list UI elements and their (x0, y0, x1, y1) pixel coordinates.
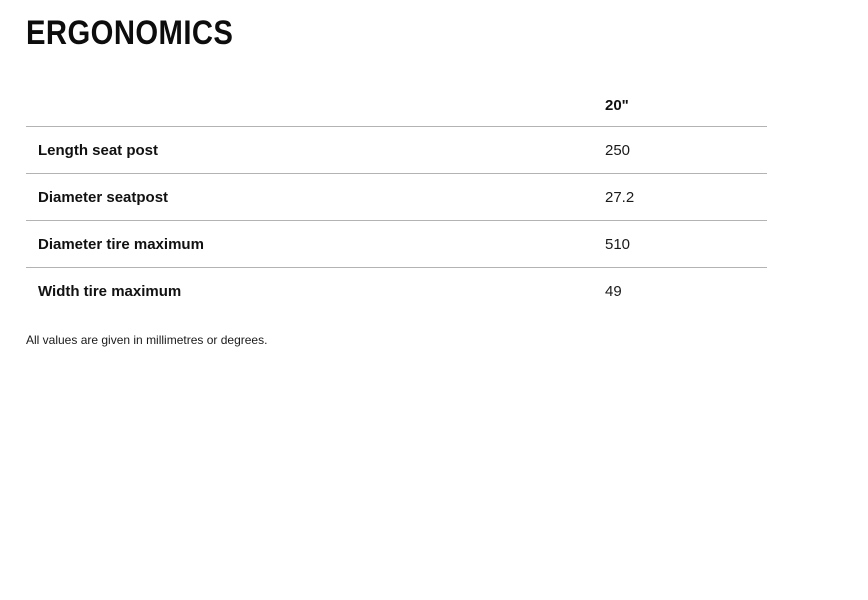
row-label: Width tire maximum (38, 283, 182, 301)
table-row: Diameter tire maximum 510 (26, 221, 767, 269)
spec-table: 20" Length seat post 250 Diameter seatpo… (26, 85, 767, 315)
ergonomics-section: ERGONOMICS 20" Length seat post 250 Diam… (26, 14, 767, 348)
row-value: 49 (605, 283, 622, 301)
table-header-row: 20" (26, 85, 767, 128)
table-row: Length seat post 250 (26, 127, 767, 175)
row-label: Length seat post (38, 141, 159, 159)
row-value: 510 (605, 235, 631, 253)
page-title: ERGONOMICS (26, 14, 234, 52)
units-footnote: All values are given in millimetres or d… (26, 333, 268, 348)
row-label: Diameter seatpost (38, 188, 169, 206)
row-value: 250 (605, 141, 631, 159)
row-label: Diameter tire maximum (38, 235, 204, 253)
row-value: 27.2 (605, 188, 635, 206)
table-row: Diameter seatpost 27.2 (26, 174, 767, 222)
column-header-size: 20" (605, 97, 629, 115)
table-row: Width tire maximum 49 (26, 268, 767, 315)
